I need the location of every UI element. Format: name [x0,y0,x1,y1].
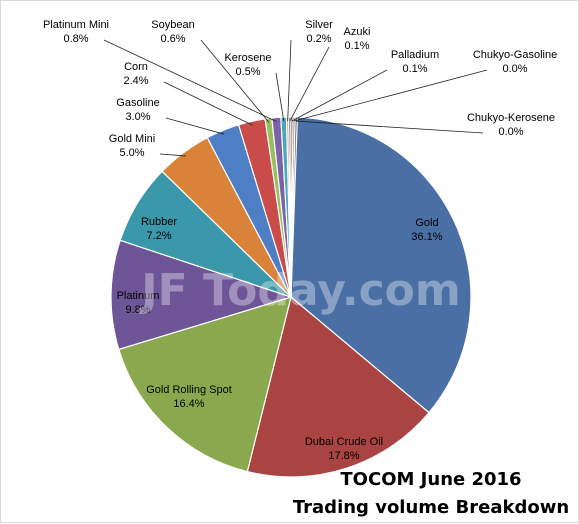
slice-value-palladium: 0.1% [402,63,427,75]
slice-value-kerosene: 0.5% [235,66,260,78]
leader-line-silver [287,39,292,122]
slice-label-chukyo-kerosene: Chukyo-Kerosene [467,112,555,124]
leader-line-soybean [200,39,270,123]
watermark-text: JF Today.com [138,265,461,316]
slice-label-palladium: Palladium [391,49,439,61]
slices-layer [110,116,472,478]
leader-line-azuki [289,46,330,122]
pie-slice-platinum [110,239,293,351]
slice-labels-layer: Gold 36.1% Dubai Crude Oil 17.8% Gold Rollin… [43,19,557,462]
slice-value-azuki: 0.1% [344,40,369,52]
leader-line-chukyo-kerosene [296,120,484,134]
slice-label-gold-rolling-spot: Gold Rolling Spot [146,384,232,396]
slice-label-soybean: Soybean [151,19,194,31]
leader-lines-layer [103,39,488,157]
slice-value-soybean: 0.6% [160,33,185,45]
slice-label-gold-mini: Gold Mini [109,133,155,145]
chart-title-line-1: TOCOM June 2016 [340,469,521,490]
pie-slice-chukyo-kerosene [290,116,298,298]
slice-label-chukyo-gasoline: Chukyo-Gasoline [473,49,557,61]
slice-value-chukyo-kerosene: 0.0% [498,126,523,138]
chart-title-line-2: Trading volume Breakdown [293,497,569,518]
leader-line-platinum-mini [103,39,277,122]
pie-slice-dubai-crude-oil [246,295,430,478]
leader-line-corn [163,81,253,126]
slice-label-gasoline: Gasoline [116,97,159,109]
pie-slice-gold [290,116,472,414]
leader-line-kerosene [275,72,285,122]
slice-label-silver: Silver [305,19,333,31]
slice-value-silver: 0.2% [306,33,331,45]
slice-value-gold: 36.1% [411,231,442,243]
slice-label-kerosene: Kerosene [224,52,271,64]
leader-line-gold-mini [159,153,186,157]
slice-label-dubai-crude-oil: Dubai Crude Oil [305,436,383,448]
slice-value-platinum: 9.8% [125,304,150,316]
slice-label-corn: Corn [124,61,148,73]
slice-value-rubber: 7.2% [146,230,171,242]
slice-label-rubber: Rubber [141,216,177,228]
slice-value-platinum-mini: 0.8% [63,33,88,45]
slice-value-gasoline: 3.0% [125,111,150,123]
slice-value-gold-rolling-spot: 16.4% [173,398,204,410]
slice-label-azuki: Azuki [344,26,371,38]
leader-line-chukyo-gasoline [293,69,488,122]
slice-label-platinum-mini: Platinum Mini [43,19,109,31]
leader-line-palladium [291,69,388,122]
pie-slice-gold-rolling-spot [118,296,292,473]
slice-label-platinum: Platinum [117,290,160,302]
slice-label-gold: Gold [415,217,438,229]
leader-line-gasoline [165,117,225,135]
slice-value-dubai-crude-oil: 17.8% [328,450,359,462]
slice-value-chukyo-gasoline: 0.0% [502,63,527,75]
slice-value-corn: 2.4% [123,75,148,87]
slice-value-gold-mini: 5.0% [119,147,144,159]
